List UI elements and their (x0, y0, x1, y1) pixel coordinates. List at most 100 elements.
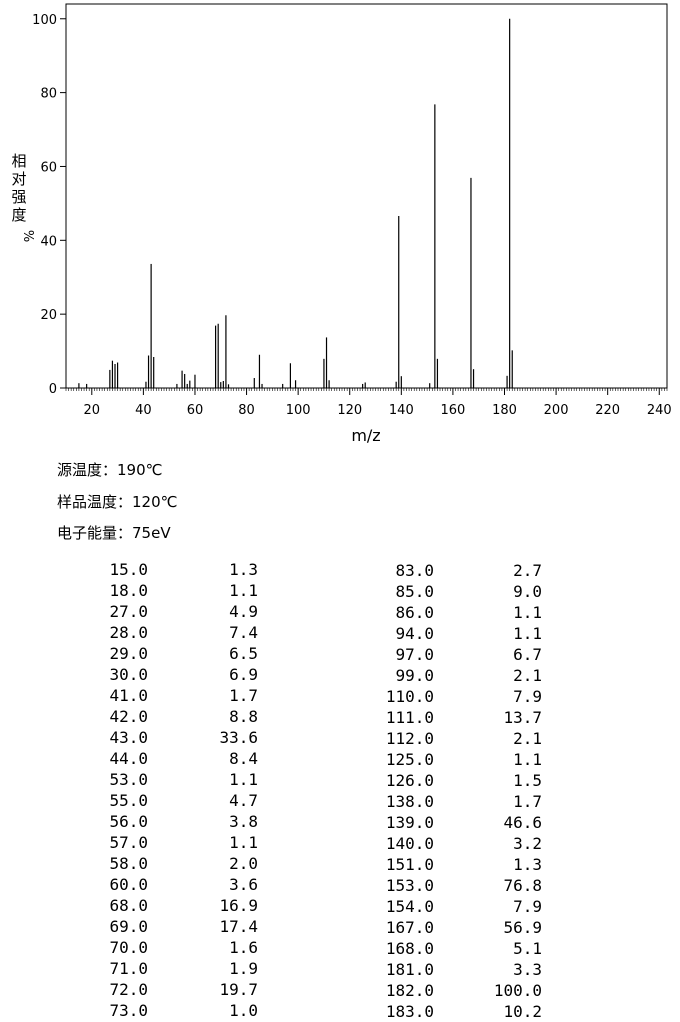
table-cell-mz: 41.0 (109, 686, 148, 705)
table-cell-intensity: 46.6 (503, 813, 542, 832)
table-cell-mz: 183.0 (385, 1002, 434, 1021)
table-cell-mz: 86.0 (395, 603, 434, 622)
source-temperature: 源温度：190℃ (57, 461, 163, 479)
table-cell-intensity: 76.8 (503, 876, 542, 895)
table-cell-mz: 94.0 (395, 624, 434, 643)
sample-temperature: 样品温度：120℃ (57, 493, 178, 511)
table-cell-mz: 97.0 (395, 645, 434, 664)
table-cell-mz: 28.0 (109, 623, 148, 642)
table-cell-mz: 151.0 (385, 855, 434, 874)
x-tick-label: 20 (84, 403, 101, 418)
table-cell-mz: 42.0 (109, 707, 148, 726)
table-cell-intensity: 1.3 (229, 560, 258, 579)
table-cell-mz: 138.0 (385, 792, 434, 811)
table-cell-intensity: 1.1 (229, 770, 258, 789)
table-cell-intensity: 1.0 (229, 1001, 258, 1020)
x-axis-label: m/z (351, 426, 380, 445)
table-cell-mz: 69.0 (109, 917, 148, 936)
x-tick-label: 40 (135, 403, 152, 418)
table-cell-mz: 68.0 (109, 896, 148, 915)
table-cell-mz: 168.0 (385, 939, 434, 958)
y-tick-label: 0 (49, 382, 57, 397)
table-cell-intensity: 1.6 (229, 938, 258, 957)
table-cell-mz: 57.0 (109, 833, 148, 852)
table-cell-intensity: 7.4 (229, 623, 258, 642)
table-cell-intensity: 6.9 (229, 665, 258, 684)
table-cell-intensity: 17.4 (219, 917, 258, 936)
table-cell-intensity: 1.1 (513, 750, 542, 769)
y-axis-label-char: 强 (11, 188, 26, 206)
table-cell-mz: 15.0 (109, 560, 148, 579)
table-cell-intensity: 4.9 (229, 602, 258, 621)
plot-frame (65, 3, 668, 389)
table-cell-mz: 181.0 (385, 960, 434, 979)
table-cell-mz: 70.0 (109, 938, 148, 957)
table-cell-mz: 55.0 (109, 791, 148, 810)
table-cell-intensity: 1.9 (229, 959, 258, 978)
peak-table-right-intensity: 2.7 9.0 1.1 1.1 6.7 2.1 7.9 13.7 2.1 1.1 1.5 1.7 46.… (476, 560, 542, 1022)
peak-table-right-mz: 83.0 85.0 86.0 94.0 97.0 99.0 110.0 111.0 112.0 1… (360, 560, 434, 1022)
table-cell-intensity: 33.6 (219, 728, 258, 747)
table-cell-intensity: 7.9 (513, 687, 542, 706)
electron-energy: 电子能量：75eV (57, 524, 171, 542)
y-tick-label: 40 (40, 234, 57, 249)
table-cell-intensity: 1.7 (229, 686, 258, 705)
x-tick-label: 100 (286, 403, 311, 418)
table-cell-intensity: 100.0 (493, 981, 542, 1000)
table-cell-mz: 140.0 (385, 834, 434, 853)
table-cell-mz: 29.0 (109, 644, 148, 663)
x-tick-label: 140 (389, 403, 414, 418)
table-cell-mz: 167.0 (385, 918, 434, 937)
table-cell-mz: 125.0 (385, 750, 434, 769)
table-cell-intensity: 16.9 (219, 896, 258, 915)
table-cell-intensity: 2.7 (513, 561, 542, 580)
x-tick-label: 240 (647, 403, 672, 418)
table-cell-mz: 126.0 (385, 771, 434, 790)
table-cell-intensity: 1.1 (229, 833, 258, 852)
table-cell-intensity: 8.8 (229, 707, 258, 726)
table-cell-mz: 154.0 (385, 897, 434, 916)
table-cell-mz: 60.0 (109, 875, 148, 894)
table-cell-intensity: 1.1 (229, 581, 258, 600)
x-tick-label: 180 (492, 403, 517, 418)
y-axis-label-char: 对 (11, 170, 26, 188)
peak-table-left-mz: 15.0 18.0 27.0 28.0 29.0 30.0 41.0 42.0 43.0 44.0… (90, 559, 148, 1021)
table-cell-mz: 72.0 (109, 980, 148, 999)
table-cell-mz: 30.0 (109, 665, 148, 684)
table-cell-intensity: 2.0 (229, 854, 258, 873)
table-cell-intensity: 1.1 (513, 624, 542, 643)
table-cell-intensity: 9.0 (513, 582, 542, 601)
table-cell-intensity: 8.4 (229, 749, 258, 768)
table-cell-intensity: 1.3 (513, 855, 542, 874)
table-cell-mz: 71.0 (109, 959, 148, 978)
y-tick-label: 80 (40, 87, 57, 102)
table-cell-intensity: 2.1 (513, 729, 542, 748)
table-cell-intensity: 4.7 (229, 791, 258, 810)
table-cell-mz: 112.0 (385, 729, 434, 748)
y-axis-label-char: 度 (11, 206, 26, 224)
table-cell-mz: 182.0 (385, 981, 434, 1000)
table-cell-intensity: 3.2 (513, 834, 542, 853)
table-cell-mz: 139.0 (385, 813, 434, 832)
y-tick-label: 100 (32, 13, 57, 28)
table-cell-mz: 53.0 (109, 770, 148, 789)
table-cell-mz: 99.0 (395, 666, 434, 685)
table-cell-intensity: 3.6 (229, 875, 258, 894)
table-cell-mz: 27.0 (109, 602, 148, 621)
x-axis: 20 40 60 80 100 120 140 160 180 200 220 240 (84, 388, 672, 418)
table-cell-intensity: 3.3 (513, 960, 542, 979)
table-cell-mz: 18.0 (109, 581, 148, 600)
table-cell-mz: 83.0 (395, 561, 434, 580)
table-cell-mz: 111.0 (385, 708, 434, 727)
table-cell-intensity: 1.1 (513, 603, 542, 622)
y-tick-label: 20 (40, 308, 57, 323)
table-cell-intensity: 56.9 (503, 918, 542, 937)
table-cell-intensity: 10.2 (503, 1002, 542, 1021)
table-cell-mz: 85.0 (395, 582, 434, 601)
x-tick-label: 160 (440, 403, 465, 418)
table-cell-intensity: 13.7 (503, 708, 542, 727)
table-cell-intensity: 1.7 (513, 792, 542, 811)
x-tick-label: 220 (595, 403, 620, 418)
